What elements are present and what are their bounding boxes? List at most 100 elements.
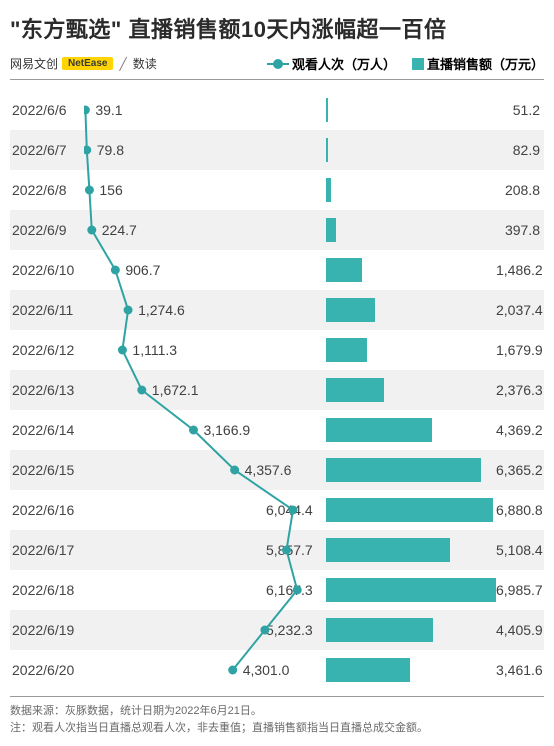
data-row: 2022/6/186,167.3 6,985.7 [10,570,544,610]
brand-text-2: 数读 [133,55,157,72]
data-row: 2022/6/131,672.1 2,376.3 [10,370,544,410]
legend: 观看人次（万人） 直播销售额（万元） [267,54,544,73]
sales-bar-cell [326,490,496,530]
sales-value: 82.9 [496,142,544,158]
footnote-note: 注：观看人次指当日直播总观看人次，非去重值；直播销售额指当日直播总成交金额。 [10,720,544,737]
date-label: 2022/6/12 [10,342,84,358]
sales-bar [326,578,496,602]
sales-bar-cell [326,170,496,210]
data-row: 2022/6/779.8 82.9 [10,130,544,170]
date-label: 2022/6/8 [10,182,84,198]
date-label: 2022/6/17 [10,542,84,558]
chart-area: 2022/6/639.1 51.2 2022/6/779.8 82.9 2022/6/8… [10,90,544,690]
views-value: 1,274.6 [84,302,326,318]
brand-badge: NetEase [62,57,113,70]
sales-bar [326,378,384,402]
legend-views: 观看人次（万人） [267,54,396,73]
date-label: 2022/6/11 [10,302,84,318]
views-value: 5,232.3 [84,622,326,638]
sales-value: 6,880.8 [496,502,544,518]
date-label: 2022/6/20 [10,662,84,678]
sales-value: 1,679.9 [496,342,544,358]
brand-text-1: 网易文创 [10,55,58,72]
date-label: 2022/6/15 [10,462,84,478]
data-row: 2022/6/143,166.9 4,369.2 [10,410,544,450]
sales-bar [326,98,328,122]
views-value: 4,301.0 [84,662,326,678]
sales-value: 1,486.2 [496,262,544,278]
sales-bar [326,618,433,642]
legend-sales-label: 直播销售额（万元） [427,54,544,73]
views-value: 39.1 [84,102,326,118]
data-row: 2022/6/154,357.6 6,365.2 [10,450,544,490]
sales-bar [326,258,362,282]
data-row: 2022/6/121,111.3 1,679.9 [10,330,544,370]
views-value: 6,167.3 [84,582,326,598]
sales-bar-cell [326,450,496,490]
sales-bar [326,298,375,322]
sales-bar-cell [326,130,496,170]
data-row: 2022/6/175,857.75,108.4 [10,530,544,570]
sales-value: 6,365.2 [496,462,544,478]
views-value: 906.7 [84,262,326,278]
chart-title: "东方甄选" 直播销售额10天内涨幅超一百倍 [10,12,544,44]
views-value: 1,111.3 [84,342,326,358]
sales-value: 6,985.7 [496,582,544,598]
footnote: 数据来源：灰豚数据，统计日期为2022年6月21日。 注：观看人次指当日直播总观… [10,696,544,736]
sales-value: 3,461.6 [496,662,544,678]
date-label: 2022/6/18 [10,582,84,598]
sales-value: 4,369.2 [496,422,544,438]
views-value: 4,357.6 [84,462,326,478]
sales-bar [326,338,367,362]
views-value: 79.8 [84,142,326,158]
source-brand: 网易文创 NetEase ╱ 数读 [10,55,157,72]
sales-bar-cell [326,290,496,330]
sales-bar [326,458,481,482]
date-label: 2022/6/14 [10,422,84,438]
bar-marker-icon [412,58,424,70]
data-row: 2022/6/8156 208.8 [10,170,544,210]
date-label: 2022/6/13 [10,382,84,398]
legend-sales: 直播销售额（万元） [412,54,544,73]
sales-value: 4,405.9 [496,622,544,638]
sales-value: 51.2 [496,102,544,118]
sales-bar-cell [326,210,496,250]
views-value: 6,044.4 [84,502,326,518]
sub-header: 网易文创 NetEase ╱ 数读 观看人次（万人） 直播销售额（万元） [10,54,544,80]
data-row: 2022/6/10906.7 1,486.2 [10,250,544,290]
sales-value: 2,037.4 [496,302,544,318]
sales-bar-cell [326,610,496,650]
date-label: 2022/6/10 [10,262,84,278]
sales-bar-cell [326,330,496,370]
sales-value: 208.8 [496,182,544,198]
sales-value: 5,108.4 [496,542,544,558]
sales-value: 397.8 [496,222,544,238]
views-value: 156 [84,182,326,198]
views-value: 3,166.9 [84,422,326,438]
sales-bar [326,218,336,242]
views-value: 1,672.1 [84,382,326,398]
date-label: 2022/6/7 [10,142,84,158]
data-row: 2022/6/204,301.0 3,461.6 [10,650,544,690]
data-row: 2022/6/166,044.4 6,880.8 [10,490,544,530]
data-row: 2022/6/9224.7397.8 [10,210,544,250]
date-label: 2022/6/6 [10,102,84,118]
sales-bar [326,538,450,562]
views-value: 224.7 [84,222,326,238]
footnote-source: 数据来源：灰豚数据，统计日期为2022年6月21日。 [10,703,544,720]
sales-value: 2,376.3 [496,382,544,398]
legend-views-label: 观看人次（万人） [292,54,396,73]
sales-bar-cell [326,650,496,690]
line-marker-icon [267,59,289,69]
sales-bar [326,498,493,522]
sales-bar-cell [326,530,496,570]
sales-bar [326,658,410,682]
date-label: 2022/6/19 [10,622,84,638]
date-label: 2022/6/16 [10,502,84,518]
sales-bar [326,178,331,202]
brand-separator: ╱ [117,57,128,71]
sales-bar [326,418,432,442]
sales-bar-cell [326,90,496,130]
sales-bar-cell [326,370,496,410]
data-row: 2022/6/111,274.6 2,037.4 [10,290,544,330]
